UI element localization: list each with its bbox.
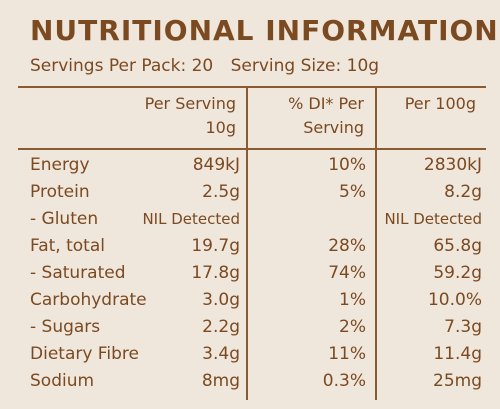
nutrient-name: Dietary Fibre — [30, 344, 139, 364]
per-serving-value: 3.4g — [202, 344, 240, 364]
header-rule — [18, 148, 486, 150]
per-serving-value: NIL Detected — [142, 210, 240, 228]
per-serving-value: 17.8g — [191, 263, 240, 283]
per-100g-value: 7.3g — [444, 317, 482, 337]
header-per-serving: Per Serving 10g — [144, 94, 236, 137]
per-100g-value: 25mg — [433, 371, 482, 391]
daily-intake-value: 74% — [328, 263, 366, 283]
daily-intake-value: 10% — [328, 155, 366, 175]
nutrient-name: - Saturated — [30, 263, 126, 283]
table-row: Protein 2.5g 5% 8.2g — [18, 179, 486, 206]
per-100g-value: 8.2g — [444, 182, 482, 202]
nutrient-name: Energy — [30, 155, 90, 175]
servings-per-pack: Servings Per Pack: 20 — [30, 56, 214, 76]
nutrient-name: Sodium — [30, 371, 95, 391]
table-row: - Sugars 2.2g 2% 7.3g — [18, 314, 486, 341]
column-divider-2 — [375, 86, 377, 400]
nutrient-name: Carbohydrate — [30, 290, 147, 310]
daily-intake-value: 1% — [339, 290, 366, 310]
nutrient-name: - Gluten — [30, 209, 99, 229]
per-100g-value: NIL Detected — [384, 210, 482, 228]
per-serving-value: 8mg — [201, 371, 240, 391]
per-100g-value: 2830kJ — [423, 155, 482, 175]
panel-title: NUTRITIONAL INFORMATION — [30, 14, 499, 47]
table-body: Energy 849kJ 10% 2830kJ Protein 2.5g 5% 8.2g - G… — [18, 152, 486, 395]
header-per-100g: Per 100g — [404, 94, 476, 113]
table-row: Energy 849kJ 10% 2830kJ — [18, 152, 486, 179]
daily-intake-value: 2% — [339, 317, 366, 337]
per-serving-value: 849kJ — [192, 155, 240, 175]
table-top-rule — [18, 86, 486, 88]
nutrition-table: Per Serving 10g % DI* Per Serving Per 10… — [18, 86, 486, 400]
table-row: - Saturated 17.8g 74% 59.2g — [18, 260, 486, 287]
daily-intake-value: 5% — [339, 182, 366, 202]
daily-intake-value: 0.3% — [322, 371, 366, 391]
per-100g-value: 59.2g — [433, 263, 482, 283]
per-serving-value: 2.5g — [202, 182, 240, 202]
per-100g-value: 11.4g — [433, 344, 482, 364]
nutrient-name: Fat, total — [30, 236, 105, 256]
table-row: Carbohydrate 3.0g 1% 10.0% — [18, 287, 486, 314]
per-serving-value: 3.0g — [202, 290, 240, 310]
table-row: - Gluten NIL Detected NIL Detected — [18, 206, 486, 233]
per-serving-value: 2.2g — [202, 317, 240, 337]
nutrient-name: - Sugars — [30, 317, 101, 337]
per-serving-value: 19.7g — [191, 236, 240, 256]
table-row: Fat, total 19.7g 28% 65.8g — [18, 233, 486, 260]
per-100g-value: 65.8g — [433, 236, 482, 256]
nutrient-name: Protein — [30, 182, 90, 202]
per-100g-value: 10.0% — [427, 290, 482, 310]
table-row: Sodium 8mg 0.3% 25mg — [18, 368, 486, 395]
header-daily-intake: % DI* Per Serving — [288, 94, 364, 137]
serving-size: Serving Size: 10g — [230, 56, 380, 76]
servings-line: Servings Per Pack: 20 Serving Size: 10g — [30, 56, 379, 76]
table-row: Dietary Fibre 3.4g 11% 11.4g — [18, 341, 486, 368]
daily-intake-value: 11% — [328, 344, 366, 364]
daily-intake-value: 28% — [328, 236, 366, 256]
column-divider-1 — [246, 86, 248, 400]
